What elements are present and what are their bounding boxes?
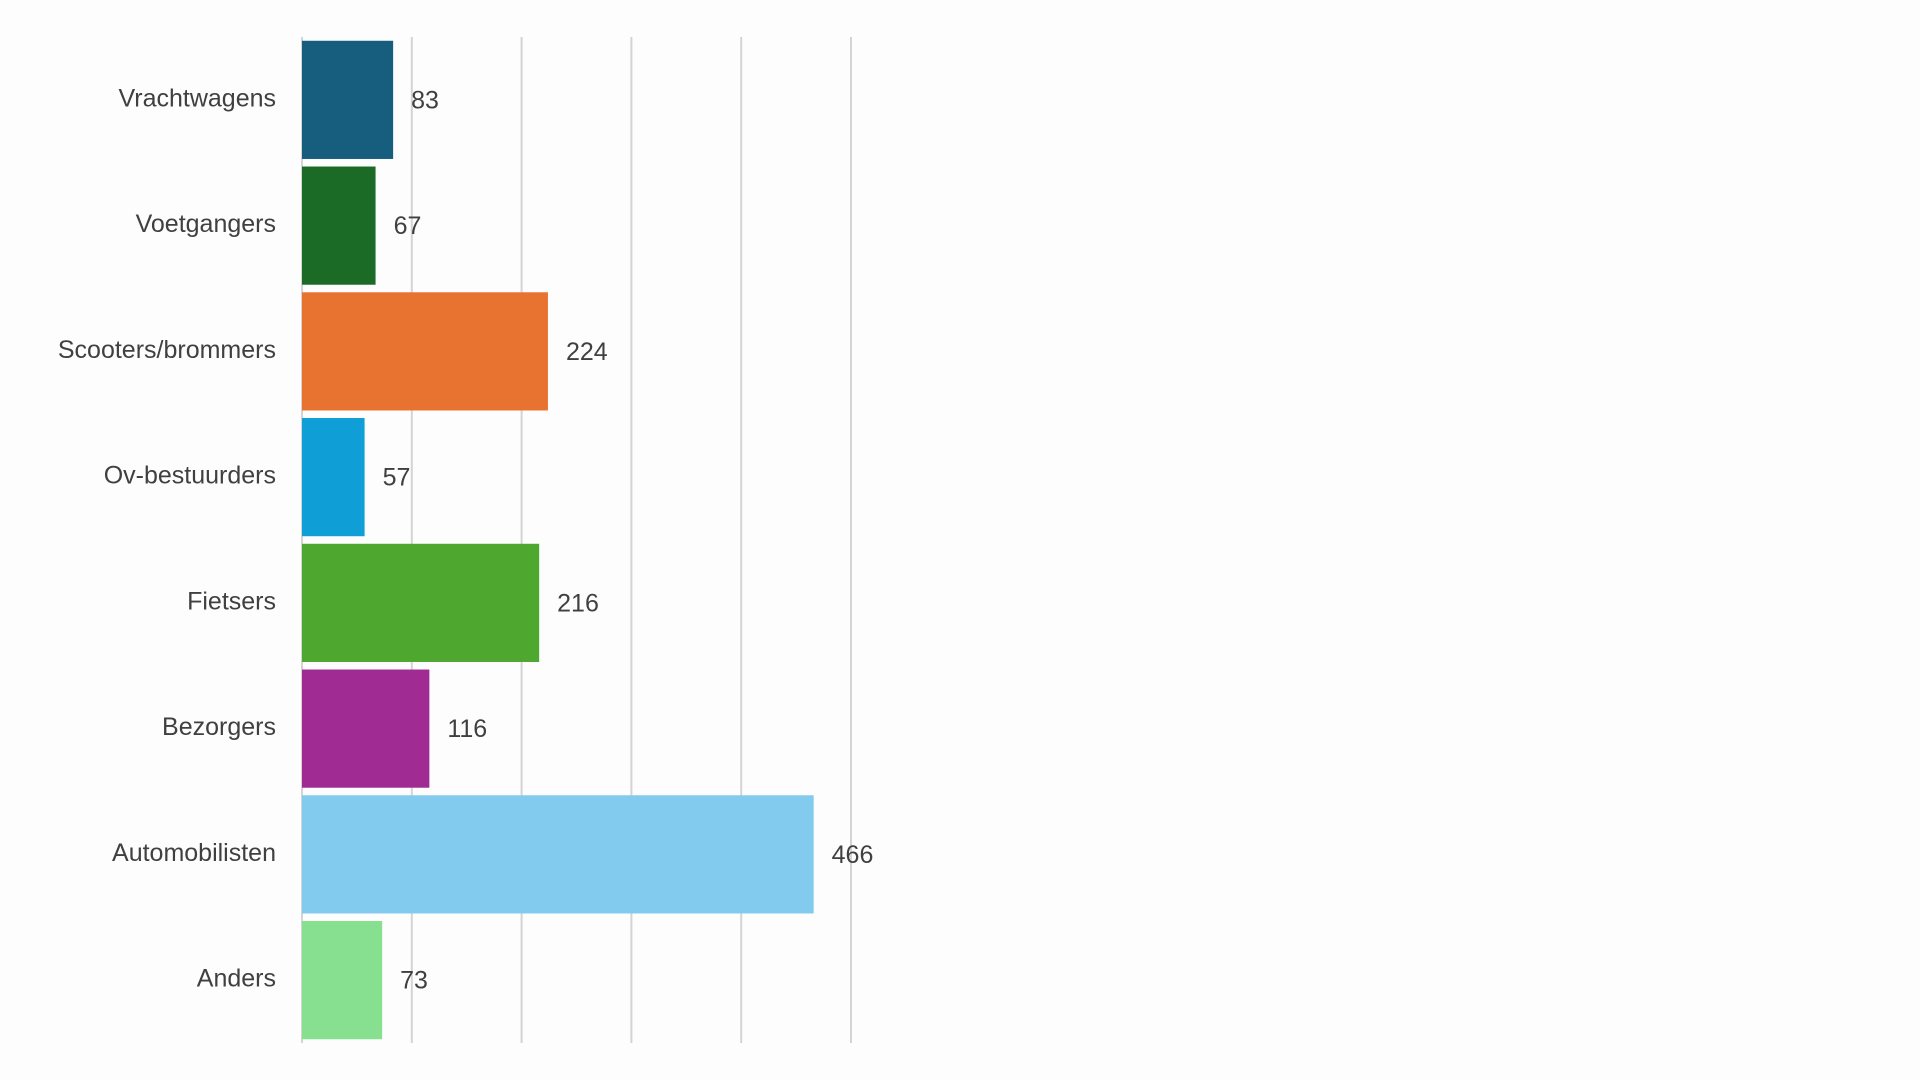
- y-tick-label: Vrachtwagens: [119, 84, 277, 112]
- bar: [302, 40, 394, 159]
- data-label: 216: [557, 589, 599, 617]
- bar: [302, 166, 376, 285]
- y-tick-label: Anders: [197, 965, 276, 993]
- data-label: 83: [411, 86, 439, 114]
- bar: [302, 669, 430, 788]
- y-tick-label: Bezorgers: [162, 713, 276, 741]
- data-label: 73: [400, 967, 428, 995]
- bar: [302, 795, 814, 914]
- data-label: 224: [566, 338, 608, 366]
- data-label: 57: [383, 464, 411, 492]
- y-tick-label: Ov-bestuurders: [104, 462, 276, 490]
- bar: [302, 543, 540, 662]
- data-label: 67: [394, 212, 422, 240]
- bar: [302, 921, 383, 1040]
- data-label: 466: [832, 841, 874, 869]
- bar: [302, 418, 365, 537]
- y-tick-label: Automobilisten: [112, 839, 276, 867]
- bar: [302, 292, 548, 411]
- y-tick-label: Voetgangers: [136, 210, 276, 238]
- y-tick-label: Fietsers: [187, 587, 276, 615]
- data-label: 116: [447, 715, 487, 743]
- y-tick-label: Scooters/brommers: [58, 336, 276, 364]
